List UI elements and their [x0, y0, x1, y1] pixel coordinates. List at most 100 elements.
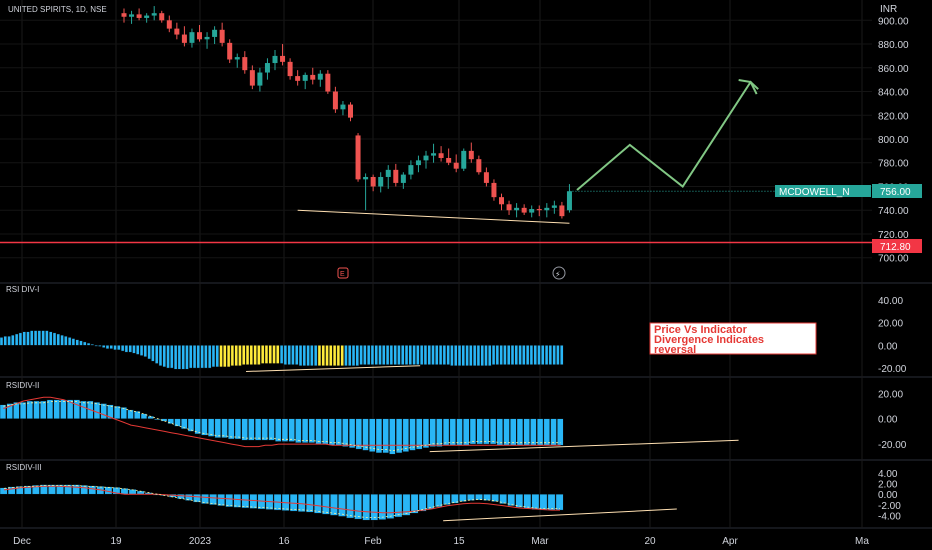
histogram-bar	[30, 330, 34, 346]
histogram-bar	[207, 418, 215, 437]
histogram-bar	[375, 418, 383, 454]
histogram-bar	[211, 345, 216, 368]
histogram-bar	[491, 345, 496, 365]
histogram-bar	[531, 493, 540, 510]
x-tick-label: 20	[644, 536, 656, 547]
level-price-tag: 712.80	[872, 239, 922, 253]
histogram-bar	[499, 345, 503, 365]
histogram-bar	[385, 345, 390, 365]
dividend-marker[interactable]: ⚡	[552, 266, 566, 280]
histogram-bar	[491, 493, 499, 502]
fast-line	[3, 401, 561, 452]
oscillator-tick-label: -2.00	[878, 501, 901, 512]
candle-body	[181, 34, 187, 43]
histogram-bar	[225, 493, 234, 508]
histogram-bar	[525, 345, 530, 365]
histogram-bar	[72, 484, 80, 495]
histogram-bar	[472, 345, 477, 366]
histogram-bar	[404, 345, 409, 365]
histogram-bar	[49, 331, 53, 346]
histogram-bar	[427, 345, 431, 365]
histogram-bar	[109, 345, 113, 349]
histogram-bar	[53, 399, 60, 419]
histogram-bar	[200, 345, 204, 369]
candle-body	[219, 29, 225, 43]
oscillator-tick-label: 0.00	[878, 415, 898, 426]
level-tag-price: 712.80	[880, 242, 911, 253]
histogram-bar	[355, 345, 359, 366]
histogram-bar	[515, 493, 524, 508]
histogram-bar	[268, 418, 275, 441]
histogram-bar	[389, 418, 396, 455]
histogram-bar	[336, 345, 341, 366]
histogram-bar	[217, 493, 226, 507]
plot-area	[0, 6, 572, 521]
histogram-bar	[107, 404, 114, 419]
candle-body	[506, 204, 512, 211]
x-tick-label: Feb	[364, 536, 382, 547]
histogram-bar	[401, 345, 405, 365]
candle-body	[385, 169, 391, 177]
histogram-bar	[151, 345, 155, 362]
histogram-bar	[0, 337, 4, 346]
fast-line	[3, 485, 560, 518]
histogram-bar	[40, 400, 47, 419]
histogram-bar	[71, 338, 76, 346]
histogram-bar	[431, 345, 435, 365]
divergence-trendline	[246, 365, 421, 372]
histogram-bar	[37, 330, 42, 346]
candle-body	[529, 209, 535, 213]
histogram-bar	[454, 345, 458, 366]
candle-body	[317, 73, 323, 80]
histogram-bar	[369, 418, 376, 452]
candle-body	[423, 155, 429, 161]
oscillator-tick-label: 4.00	[878, 469, 898, 480]
histogram-bar	[219, 345, 223, 368]
histogram-bar	[408, 345, 412, 365]
candle-body	[476, 159, 482, 173]
price-tick-label: 700.00	[878, 254, 909, 265]
histogram-bar	[378, 493, 387, 520]
candle-body	[378, 176, 384, 187]
histogram-bar	[389, 345, 394, 365]
histogram-bar	[162, 345, 166, 368]
candle-body	[257, 72, 263, 86]
histogram-bar	[113, 405, 121, 419]
histogram-bar	[254, 418, 262, 441]
histogram-bar	[147, 345, 151, 360]
histogram-bar	[536, 418, 544, 446]
annotation-line-1: Price Vs Indicator	[654, 324, 748, 336]
candle-body	[242, 57, 248, 71]
candle-body	[287, 61, 293, 77]
histogram-bar	[242, 345, 246, 365]
histogram-bar	[105, 345, 110, 349]
histogram-bar	[362, 493, 371, 521]
histogram-bar	[56, 333, 60, 346]
histogram-bar	[233, 493, 242, 508]
histogram-bar	[279, 345, 284, 364]
price-axis: Dec 19 2023 16 Feb 15 Mar 20 Apr Ma 900.00 880.00 86…	[13, 16, 909, 547]
earnings-marker[interactable]: E	[337, 267, 349, 279]
histogram-bar	[484, 345, 488, 366]
histogram-bar	[539, 493, 548, 511]
histogram-bar	[544, 345, 549, 365]
histogram-bar	[382, 345, 386, 365]
histogram-bar	[514, 345, 518, 365]
candle-body	[272, 55, 278, 64]
histogram-bar	[434, 493, 443, 508]
histogram-bar	[322, 418, 329, 445]
histogram-bar	[193, 493, 201, 503]
histogram-bar	[496, 418, 503, 446]
histogram-bar	[550, 418, 557, 446]
histogram-bar	[480, 345, 484, 366]
histogram-bar	[355, 418, 362, 450]
candle-body	[461, 150, 467, 169]
histogram-bar	[177, 493, 185, 500]
candle-body	[340, 104, 346, 110]
histogram-bar	[456, 418, 463, 446]
histogram-bar	[32, 484, 40, 495]
oscillator-tick-label: 0.00	[878, 341, 898, 352]
histogram-bar	[22, 331, 26, 346]
histogram-bar	[530, 418, 537, 446]
